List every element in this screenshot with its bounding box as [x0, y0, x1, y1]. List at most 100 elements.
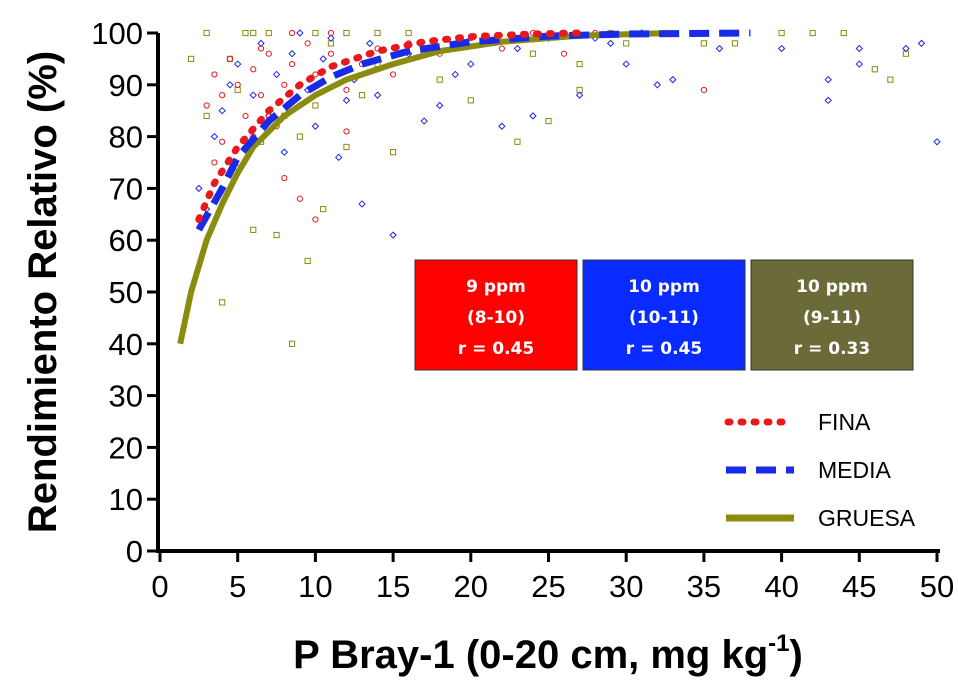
data-point-media: [622, 60, 630, 68]
annotation-box-gruesa: 10 ppm (9-11) r = 0.33: [750, 259, 914, 371]
data-point-fina: [560, 50, 568, 57]
data-point-gruesa: [343, 143, 350, 151]
data-point-media: [715, 44, 724, 53]
data-point-fina: [288, 29, 296, 37]
data-point-fina: [343, 128, 350, 135]
annotation-fina-line2: (8-10): [467, 308, 525, 328]
data-point-fina: [211, 71, 218, 78]
data-point-media: [933, 138, 941, 146]
data-point-gruesa: [809, 29, 816, 37]
y-tick-label: 60: [109, 223, 143, 258]
data-point-gruesa: [219, 299, 226, 306]
x-tick-label: 50: [920, 569, 954, 604]
y-tick-label: 20: [109, 430, 143, 465]
data-point-gruesa: [529, 50, 537, 57]
x-axis-title: P Bray-1 (0-20 cm, mg kg-1): [293, 630, 803, 677]
x-tick-label: 25: [531, 569, 565, 604]
x-axis-title-main: P Bray-1 (0-20 cm, mg kg: [293, 633, 768, 677]
data-point-gruesa: [265, 29, 272, 37]
data-point-gruesa: [250, 226, 257, 233]
fit-curve-fina: [195, 29, 584, 223]
data-point-gruesa: [731, 40, 739, 47]
x-tick-label: 20: [454, 569, 488, 604]
data-point-media: [777, 44, 786, 53]
data-point-fina: [281, 81, 288, 88]
x-axis-title-superscript: -1: [768, 630, 789, 657]
data-point-fina: [390, 71, 397, 78]
legend: FINA MEDIA GRUESA: [724, 409, 916, 531]
axis-ticks: 0 5 10 15 20 25 30 35 40 45 50 0 10 20 30 40 50 60 70 80 90 1…: [91, 16, 954, 604]
x-tick-label: 45: [842, 569, 876, 604]
data-point-fina: [296, 195, 303, 202]
x-tick-label: 10: [298, 569, 332, 604]
data-point-gruesa: [700, 40, 707, 47]
x-tick-label: 35: [687, 569, 721, 604]
data-point-gruesa: [288, 340, 296, 347]
x-tick-label: 40: [764, 569, 798, 604]
data-point-gruesa: [312, 102, 319, 109]
data-point-media: [280, 148, 289, 156]
data-point-gruesa: [887, 76, 894, 83]
data-point-gruesa: [242, 29, 249, 37]
annotation-box-fina: 9 ppm (8-10) r = 0.45: [414, 259, 578, 371]
y-tick-label: 80: [109, 120, 143, 155]
data-point-media: [669, 75, 677, 84]
annotation-media-line3: r = 0.45: [626, 339, 702, 359]
data-point-gruesa: [576, 60, 583, 68]
data-point-gruesa: [467, 97, 474, 104]
data-point-media: [606, 39, 615, 48]
data-point-gruesa: [320, 206, 327, 213]
data-point-media: [436, 101, 444, 110]
data-point-gruesa: [358, 92, 366, 99]
data-point-media: [210, 132, 219, 141]
data-point-media: [529, 112, 537, 120]
fit-curves: [177, 29, 751, 345]
data-point-gruesa: [514, 138, 521, 145]
annotation-gruesa-line1: 10 ppm: [796, 277, 868, 297]
y-tick-label: 10: [109, 482, 143, 517]
data-point-media: [389, 231, 397, 239]
x-tick-label: 0: [151, 569, 168, 604]
data-point-media: [233, 60, 242, 68]
data-point-fina: [250, 66, 257, 73]
data-point-fina: [700, 86, 708, 94]
x-tick-label: 5: [229, 569, 246, 604]
data-point-gruesa: [871, 66, 878, 73]
data-point-media: [358, 200, 366, 208]
data-point-fina: [343, 86, 350, 94]
y-tick-label: 40: [109, 327, 143, 362]
data-point-fina: [498, 45, 505, 52]
data-point-media: [226, 81, 234, 89]
data-point-media: [467, 60, 475, 68]
data-point-gruesa: [390, 149, 397, 156]
data-point-media: [195, 184, 203, 193]
data-point-media: [296, 29, 304, 37]
data-point-gruesa: [436, 76, 443, 83]
annotation-box-gruesa-bg: [750, 259, 914, 371]
data-point-media: [498, 122, 506, 130]
data-point-fina: [226, 55, 234, 63]
data-point-media: [366, 39, 374, 48]
data-point-fina: [211, 159, 218, 166]
data-point-gruesa: [187, 55, 195, 62]
x-tick-label: 15: [376, 569, 410, 604]
data-point-gruesa: [778, 29, 785, 37]
annotation-fina-line3: r = 0.45: [458, 339, 534, 359]
data-point-media: [311, 122, 320, 130]
data-point-media: [249, 91, 257, 99]
annotation-box-media: 10 ppm (10-11) r = 0.45: [582, 259, 746, 371]
data-point-media: [575, 91, 584, 99]
annotation-box-media-bg: [582, 259, 746, 371]
data-point-media: [218, 106, 226, 115]
data-point-media: [917, 39, 926, 48]
data-point-fina: [203, 102, 210, 109]
data-point-gruesa: [250, 29, 257, 37]
data-point-media: [824, 75, 832, 84]
annotation-media-line2: (10-11): [629, 308, 699, 328]
annotation-gruesa-line3: r = 0.33: [794, 339, 870, 359]
data-point-fina: [288, 60, 296, 68]
data-point-media: [327, 34, 335, 42]
data-point-gruesa: [343, 29, 350, 37]
data-point-gruesa: [203, 29, 210, 37]
data-point-fina: [257, 45, 265, 52]
